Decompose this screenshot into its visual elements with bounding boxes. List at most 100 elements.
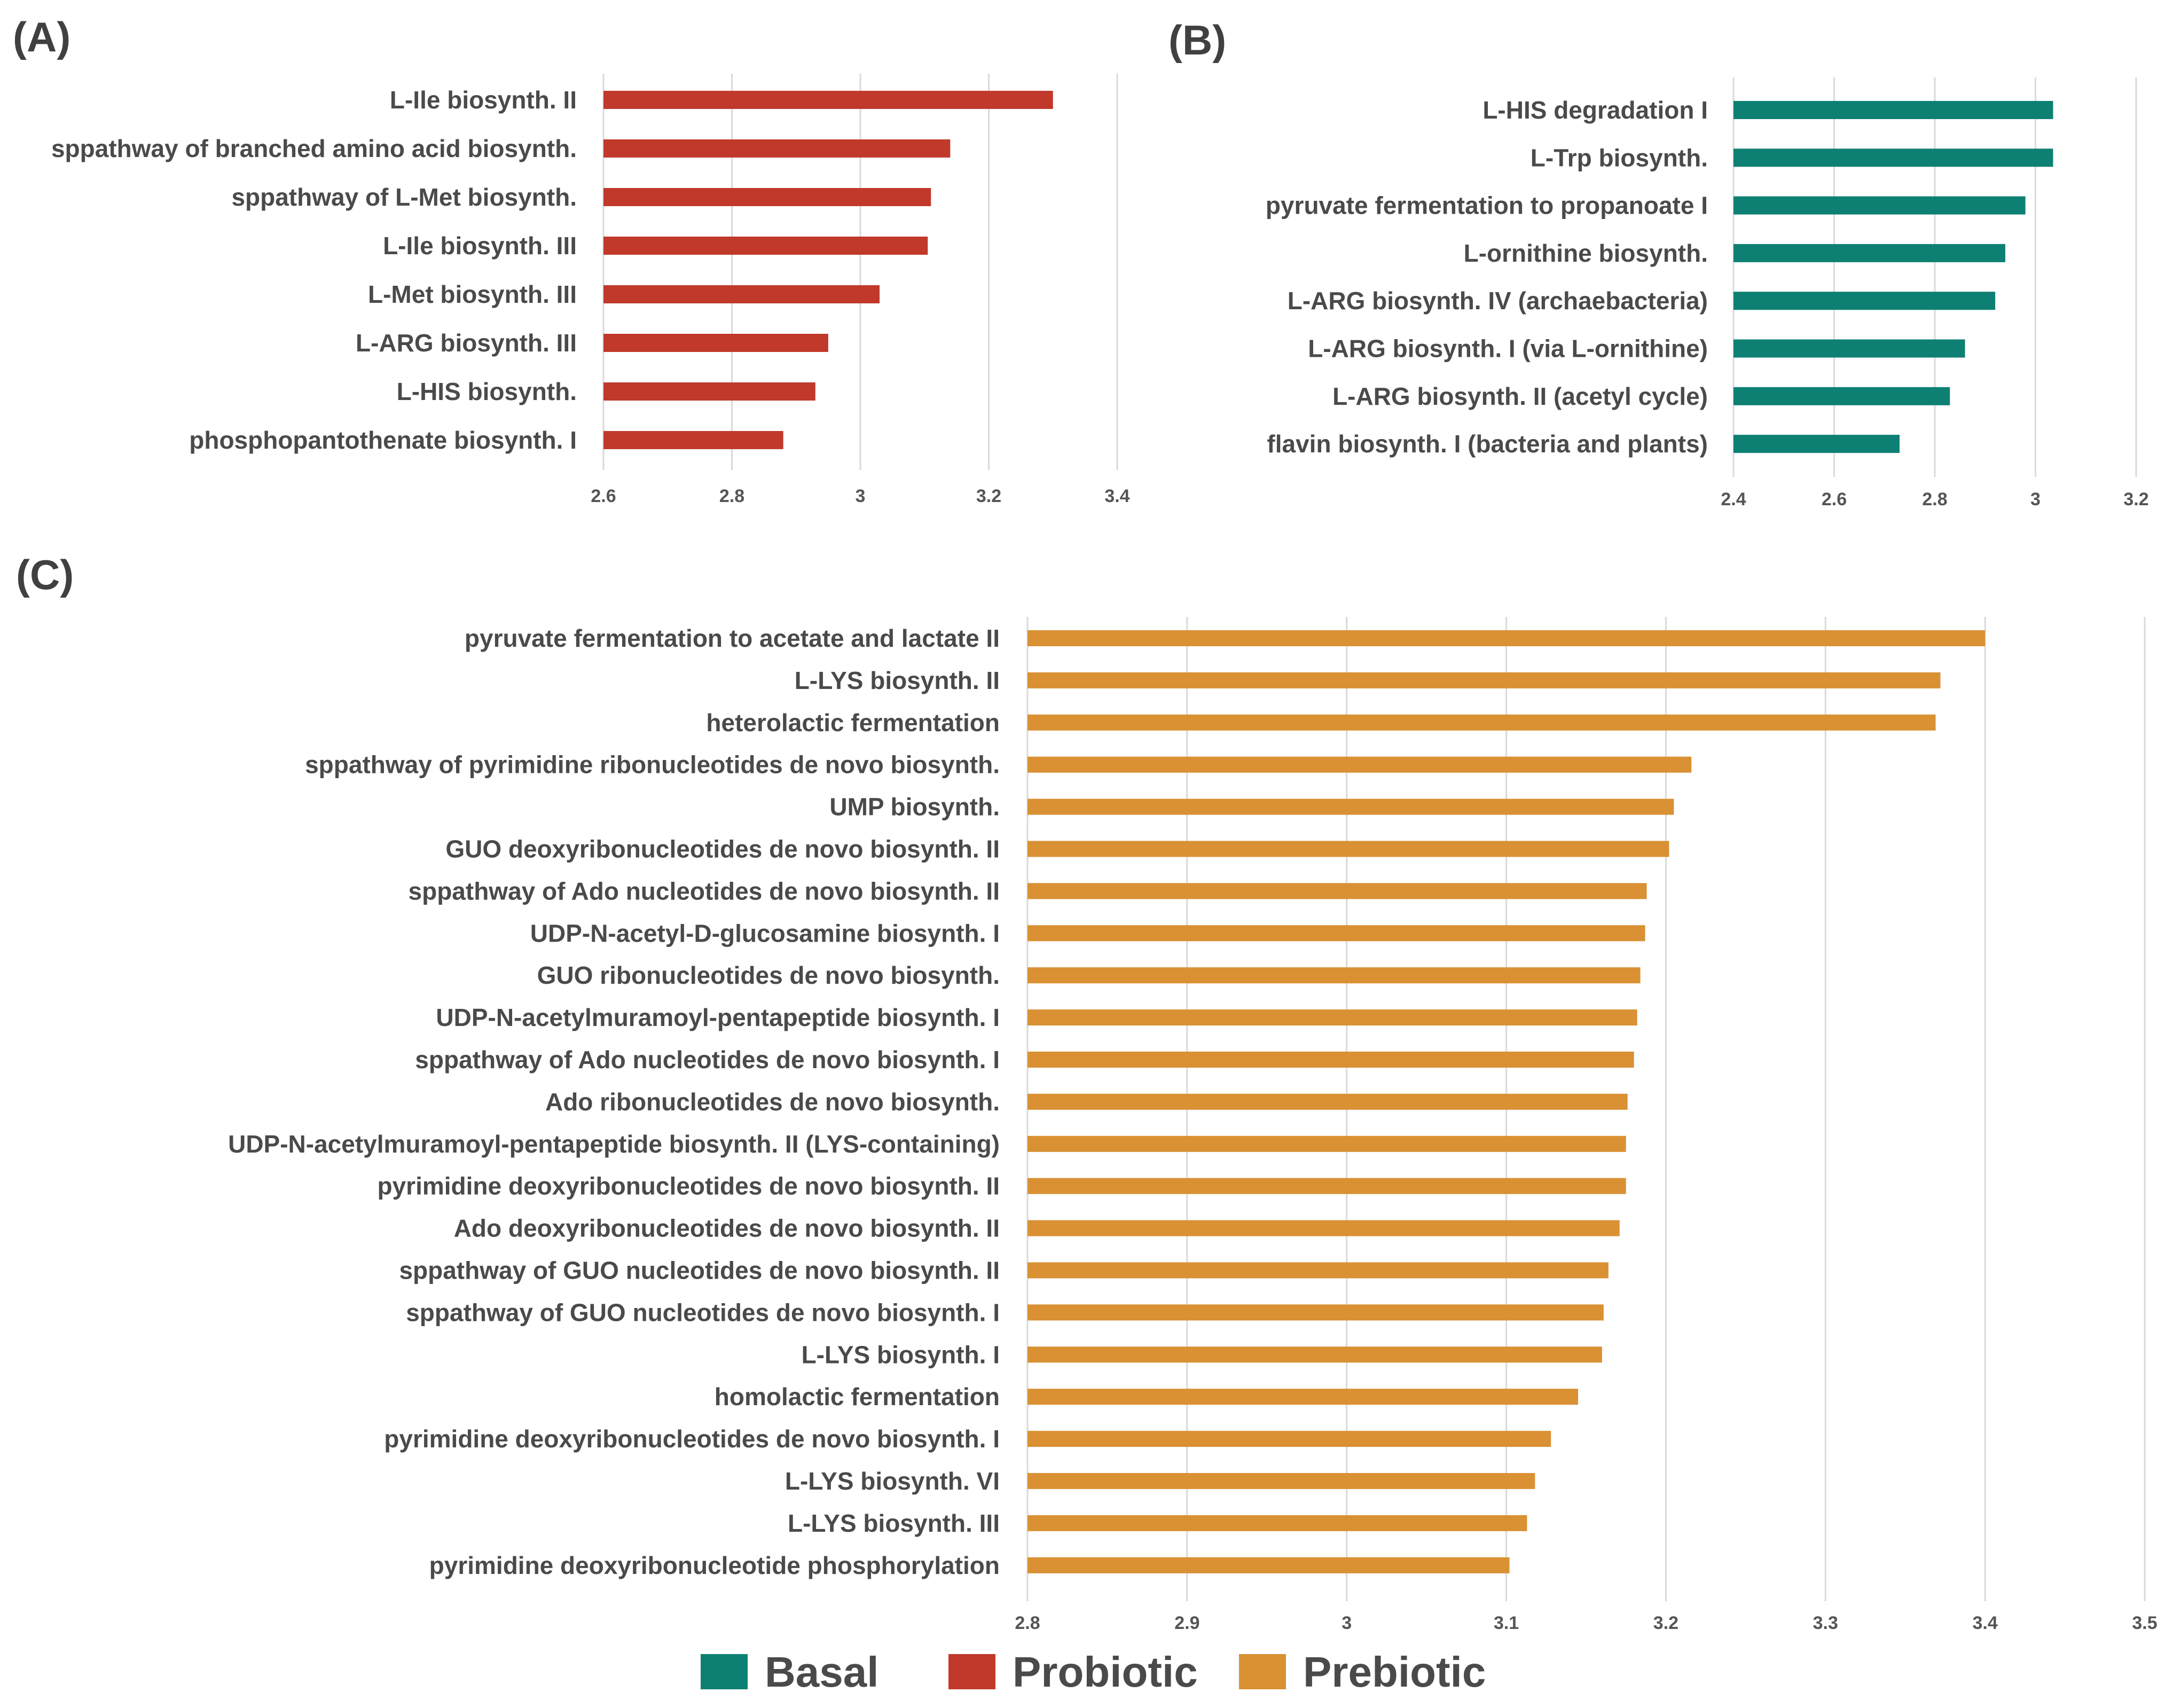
panel-c-category-label: L-LYS biosynth. I xyxy=(802,1341,1000,1368)
panel-b-category-label: flavin biosynth. I (bacteria and plants) xyxy=(1267,430,1708,458)
panel-a-letter: (A) xyxy=(13,13,70,60)
panel-b-bar xyxy=(1733,292,1996,310)
panel-c-bar xyxy=(1027,630,1986,646)
panel-c-category-label: L-LYS biosynth. II xyxy=(795,667,1000,694)
panel-c-bar xyxy=(1027,1262,1609,1279)
panel-a-tick-label: 3 xyxy=(856,486,866,506)
panel-c-tick-label: 3.5 xyxy=(2132,1613,2157,1633)
panel-b-tick-label: 2.6 xyxy=(1822,489,1847,510)
panel-c-bar xyxy=(1027,1220,1620,1236)
panel-c-bar xyxy=(1027,1135,1626,1152)
panel-c-bar xyxy=(1027,925,1645,942)
panel-c-category-label: pyrimidine deoxyribonucleotide phosphory… xyxy=(429,1552,1000,1579)
panel-a-category-label: L-ARG biosynth. III xyxy=(356,329,577,357)
panel-b-category-label: L-ARG biosynth. II (acetyl cycle) xyxy=(1332,382,1708,410)
panel-b-chart: 2.4 2.6 2.8 3 3.2 L-HIS degradation I L-Trp bi… xyxy=(1266,77,2149,510)
legend-swatch-prebiotic xyxy=(1239,1654,1286,1689)
panel-a-bar xyxy=(603,188,931,206)
panel-c-bar xyxy=(1027,1557,1510,1573)
panel-a-tick-label: 2.8 xyxy=(719,486,744,506)
panel-c-category-label: GUO deoxyribonucleotides de novo biosynt… xyxy=(445,835,1000,863)
panel-c-category-label: sppathway of Ado nucleotides de novo bio… xyxy=(415,1046,1000,1074)
panel-b-bar xyxy=(1733,101,2053,119)
panel-c-bar xyxy=(1027,1052,1634,1068)
legend-swatch-basal xyxy=(701,1654,748,1689)
panel-c-bar xyxy=(1027,967,1641,984)
panel-b-tick-label: 3.2 xyxy=(2123,489,2148,510)
panel-a-category-label: L-Met biosynth. III xyxy=(368,280,577,308)
panel-c-tick-label: 2.8 xyxy=(1015,1613,1040,1633)
panel-a-category-label: sppathway of L-Met biosynth. xyxy=(231,183,577,211)
panel-c-bar xyxy=(1027,1389,1579,1405)
panel-c-bar xyxy=(1027,714,1936,731)
panel-c-bar xyxy=(1027,883,1647,899)
panel-c-bar xyxy=(1027,672,1941,688)
panel-c-tick-label: 3.1 xyxy=(1494,1613,1519,1633)
panel-c-category-label: UDP-N-acetylmuramoyl-pentapeptide biosyn… xyxy=(436,1004,1000,1031)
panel-c-category-label: L-LYS biosynth. III xyxy=(788,1509,1000,1537)
panel-c-bar xyxy=(1027,1431,1551,1447)
panel-b-bar xyxy=(1733,435,1900,453)
panel-c-category-label: Ado deoxyribonucleotides de novo biosynt… xyxy=(454,1215,1000,1242)
panel-a-bar xyxy=(603,237,928,255)
panel-c-category-label: sppathway of GUO nucleotides de novo bio… xyxy=(399,1257,1000,1284)
panel-c-tick-label: 3.4 xyxy=(1973,1613,1998,1633)
panel-a-category-label: phosphopantothenate biosynth. I xyxy=(189,426,577,454)
panel-c-category-label: L-LYS biosynth. VI xyxy=(785,1467,1000,1495)
panel-b-bar xyxy=(1733,387,1950,405)
panel-a-bar xyxy=(603,285,880,303)
panel-c-bar xyxy=(1027,1515,1527,1531)
panel-a-tick-label: 3.4 xyxy=(1104,486,1129,506)
panel-c-category-label: heterolactic fermentation xyxy=(706,709,1000,737)
panel-b-category-label: L-ornithine biosynth. xyxy=(1464,239,1708,267)
panel-a-category-label: L-Ile biosynth. II xyxy=(390,86,577,114)
legend-swatch-probiotic xyxy=(948,1654,995,1689)
panel-c-bar xyxy=(1027,756,1692,773)
panel-c-bar xyxy=(1027,1178,1626,1194)
panel-c-category-label: sppathway of pyrimidine ribonucleotides … xyxy=(305,751,1000,779)
panel-c-bar xyxy=(1027,798,1674,815)
panel-b-category-label: L-ARG biosynth. I (via L-ornithine) xyxy=(1308,335,1708,363)
panel-c-category-label: Ado ribonucleotides de novo biosynth. xyxy=(545,1088,1000,1116)
panel-c-tick-label: 3 xyxy=(1341,1613,1352,1633)
panel-c-bar xyxy=(1027,1009,1637,1026)
panel-a-tick-label: 3.2 xyxy=(976,486,1001,506)
panel-b-bar xyxy=(1733,196,2026,215)
panel-c-bar xyxy=(1027,1473,1535,1489)
panel-b-category-label: L-Trp biosynth. xyxy=(1531,144,1708,171)
panel-c-letter: (C) xyxy=(16,551,74,598)
panel-c-tick-label: 2.9 xyxy=(1174,1613,1199,1633)
panel-c-category-label: pyrimidine deoxyribonucleotides de novo … xyxy=(378,1172,1000,1200)
panel-a-category-label: L-HIS biosynth. xyxy=(397,378,577,405)
panel-c-category-label: UMP biosynth. xyxy=(829,793,1000,821)
panel-b-letter: (B) xyxy=(1168,17,1226,64)
panel-c-chart: 2.8 2.9 3 3.1 3.2 3.3 3.4 3.5 pyruvate fermentat… xyxy=(228,617,2158,1633)
panel-c-tick-label: 3.2 xyxy=(1653,1613,1678,1633)
panel-a-bar xyxy=(603,382,815,401)
panel-b-category-label: pyruvate fermentation to propanoate I xyxy=(1266,192,1708,220)
panel-a-category-label: sppathway of branched amino acid biosynt… xyxy=(51,135,577,162)
panel-b-tick-label: 2.4 xyxy=(1721,489,1746,510)
legend-label-basal: Basal xyxy=(765,1648,878,1696)
panel-b-tick-label: 2.8 xyxy=(1922,489,1947,510)
legend-label-probiotic: Probiotic xyxy=(1013,1648,1198,1696)
panel-c-tick-label: 3.3 xyxy=(1813,1613,1838,1633)
panel-a-category-label: L-Ile biosynth. III xyxy=(383,232,577,260)
panel-b-bar xyxy=(1733,339,1965,358)
panel-b-category-label: L-ARG biosynth. IV (archaebacteria) xyxy=(1288,287,1708,315)
panel-c-category-label: pyruvate fermentation to acetate and lac… xyxy=(465,624,1000,652)
panel-c-category-label: GUO ribonucleotides de novo biosynth. xyxy=(537,961,1000,989)
panel-a-bar xyxy=(603,91,1053,109)
panel-c-category-label: sppathway of GUO nucleotides de novo bio… xyxy=(406,1298,1000,1326)
panel-c-category-label: sppathway of Ado nucleotides de novo bio… xyxy=(409,877,1000,905)
panel-a-bar xyxy=(603,139,951,158)
panel-a-bar xyxy=(603,334,828,352)
legend-label-prebiotic: Prebiotic xyxy=(1303,1648,1486,1696)
panel-a-chart: 2.6 2.8 3 3.2 3.4 L-Ile biosynth. II sppathway… xyxy=(51,74,1130,506)
panel-b-bar xyxy=(1733,244,2005,262)
panel-c-bar xyxy=(1027,1304,1604,1321)
panel-c-category-label: UDP-N-acetylmuramoyl-pentapeptide biosyn… xyxy=(228,1130,1000,1158)
panel-b-bar xyxy=(1733,148,2053,167)
panel-a-bar xyxy=(603,431,783,449)
